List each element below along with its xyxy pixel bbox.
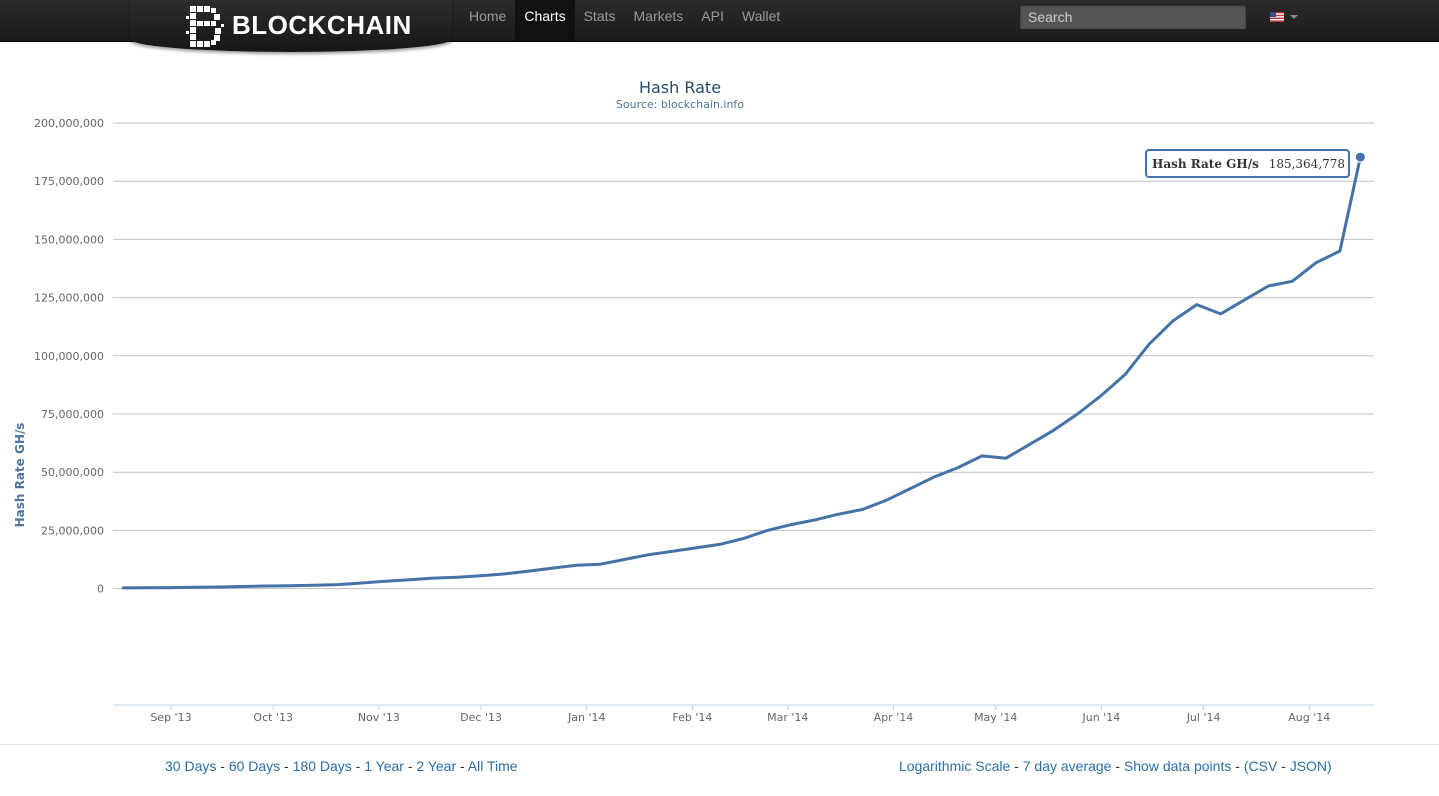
tooltip-series-label: Hash Rate GH/s	[1152, 157, 1259, 171]
series-line-hash-rate	[121, 155, 1362, 590]
nav-wallet[interactable]: Wallet	[741, 8, 781, 24]
y-tick-label: 0	[97, 583, 104, 596]
chart-option-links: Logarithmic Scale - 7 day average - Show…	[899, 758, 1332, 774]
y-tick-label: 100,000,000	[34, 350, 104, 363]
range-60-days[interactable]: 60 Days	[228, 758, 281, 774]
x-tick-label: May '14	[974, 711, 1017, 724]
tooltip-value: 185,364,778	[1269, 157, 1345, 171]
main-nav: Home Charts Stats Markets API Wallet	[460, 0, 789, 41]
logarithmic-scale-link[interactable]: Logarithmic Scale	[899, 758, 1011, 774]
svg-text:Hash Rate GH/s 185,364,7: Hash Rate GH/s 185,364,778	[1152, 157, 1345, 171]
x-tick-label: Dec '13	[460, 711, 502, 724]
show-data-points-link[interactable]: Show data points	[1123, 758, 1232, 774]
x-tick-label: Jan '14	[567, 711, 605, 724]
x-tick-label: Mar '14	[767, 711, 808, 724]
y-tick-label: 125,000,000	[34, 292, 104, 305]
x-tick-label: Oct '13	[253, 711, 293, 724]
blockchain-logo-icon[interactable]	[186, 4, 224, 48]
y-tick-label: 150,000,000	[34, 233, 104, 246]
brand-name[interactable]: BLOCKCHAIN	[232, 10, 412, 40]
chart-footer: 30 Days - 60 Days - 180 Days - 1 Year - …	[0, 744, 1439, 796]
brand-banner	[130, 0, 452, 52]
y-tick-label: 200,000,000	[34, 117, 104, 130]
nav-charts[interactable]: Charts	[515, 0, 575, 41]
seven-day-average-link[interactable]: 7 day average	[1022, 758, 1112, 774]
range-30-days[interactable]: 30 Days	[165, 758, 217, 774]
x-tick-label: Apr '14	[874, 711, 914, 724]
nav-home[interactable]: Home	[469, 8, 507, 24]
y-tick-label: 175,000,000	[34, 175, 104, 188]
x-tick-label: Feb '14	[672, 711, 712, 724]
nav-markets[interactable]: Markets	[633, 8, 684, 24]
range-180-days[interactable]: 180 Days	[292, 758, 352, 774]
nav-api[interactable]: API	[701, 8, 724, 24]
y-tick-label: 50,000,000	[41, 466, 104, 479]
x-tick-label: Aug '14	[1288, 711, 1330, 724]
y-tick-label: 25,000,000	[41, 524, 104, 537]
hash-rate-chart: Hash Rate Source: blockchain.info Hash R…	[13, 78, 1374, 724]
x-tick-label: Nov '13	[358, 711, 400, 724]
us-flag-icon[interactable]	[1270, 12, 1284, 22]
nav-stats[interactable]: Stats	[583, 8, 616, 24]
chart-subtitle: Source: blockchain.info	[616, 98, 744, 111]
range-all-time[interactable]: All Time	[467, 758, 518, 774]
language-dropdown-caret-icon[interactable]	[1290, 15, 1298, 19]
x-tick-label: Jul '14	[1186, 711, 1221, 724]
chart-tooltip: Hash Rate GH/s 185,364,778	[1145, 149, 1350, 178]
x-tick-label: Sep '13	[150, 711, 191, 724]
chart-title: Hash Rate	[639, 78, 721, 97]
range-1-year[interactable]: 1 Year	[364, 758, 404, 774]
search-input[interactable]	[1019, 4, 1247, 30]
y-axis-title: Hash Rate GH/s	[13, 423, 27, 528]
x-tick-label: Jun '14	[1081, 711, 1120, 724]
range-2-year[interactable]: 2 Year	[416, 758, 457, 774]
time-range-links: 30 Days - 60 Days - 180 Days - 1 Year - …	[165, 758, 518, 774]
highlighted-data-point[interactable]	[1354, 151, 1366, 163]
csv-export-link[interactable]: CSV	[1248, 758, 1278, 774]
y-tick-label: 75,000,000	[41, 408, 104, 421]
json-export-link[interactable]: JSON	[1289, 758, 1328, 774]
